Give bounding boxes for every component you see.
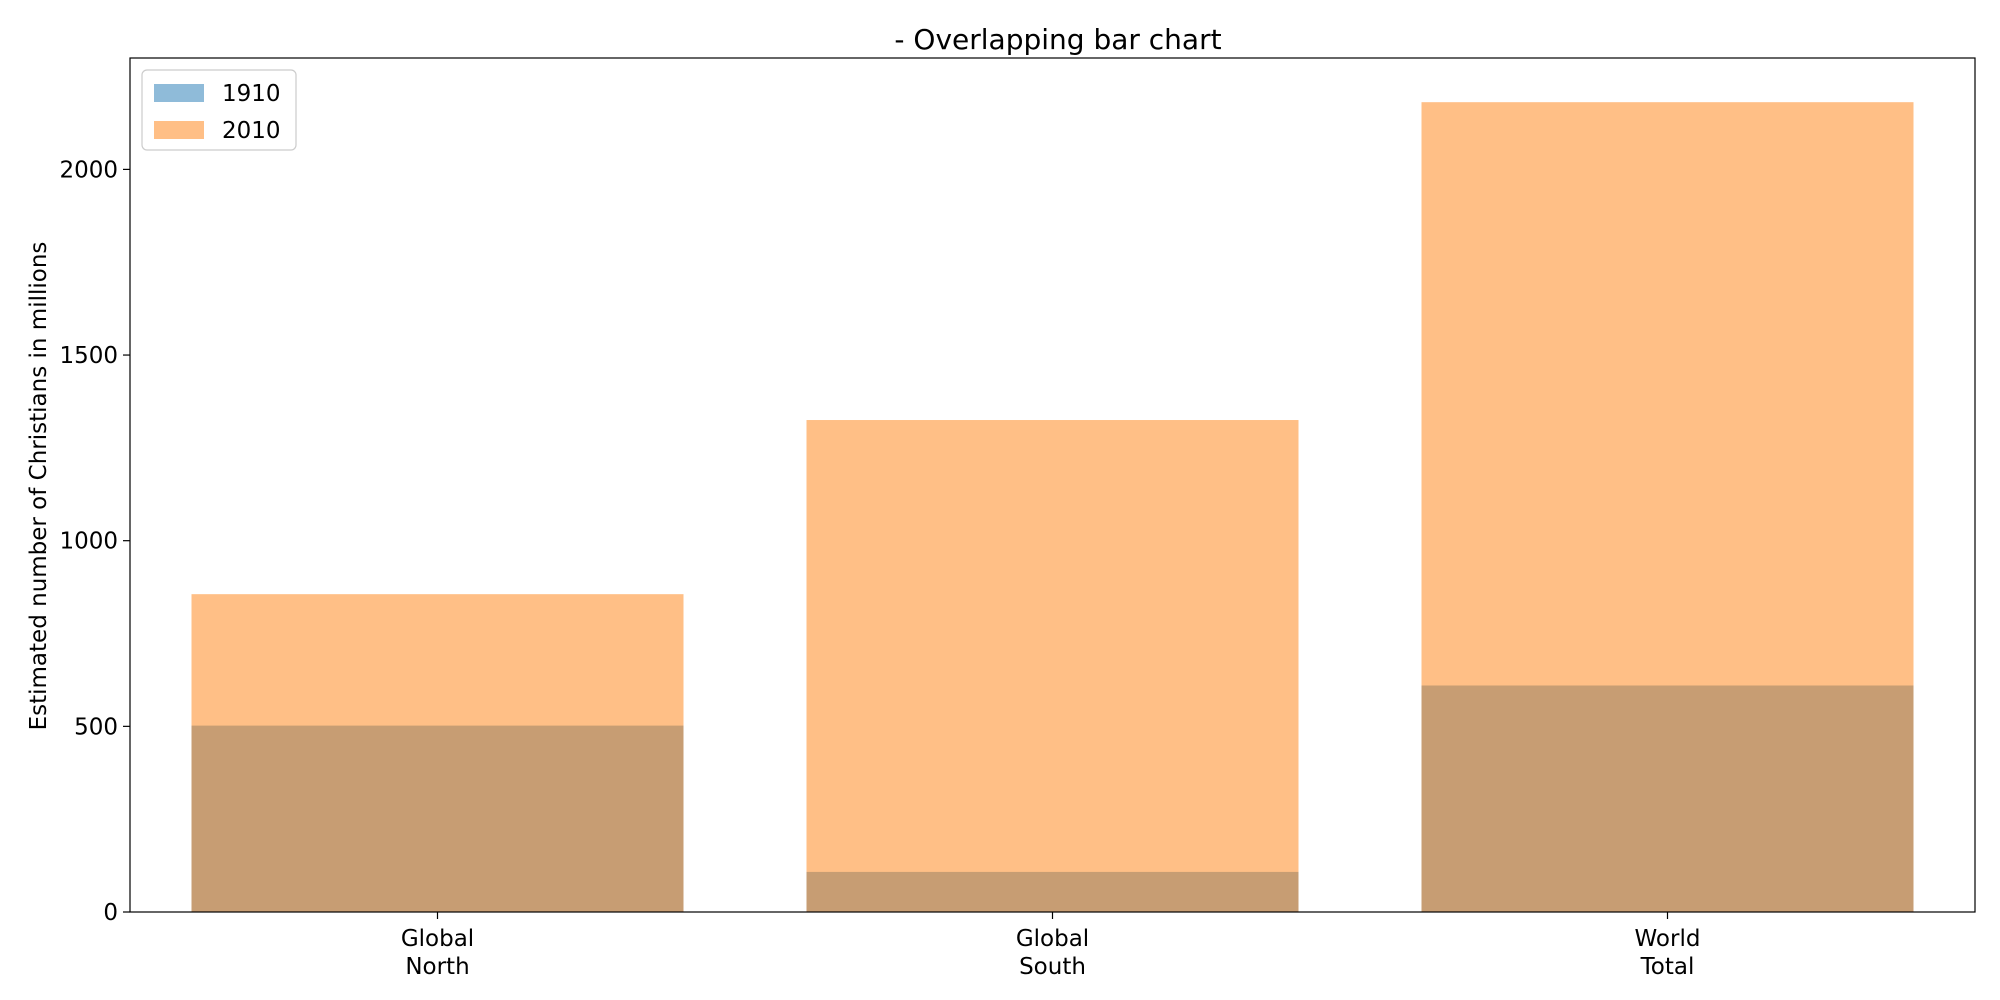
x-tick-label: Global — [1016, 926, 1089, 952]
y-tick-label: 500 — [74, 714, 118, 740]
bar-2010-0 — [191, 594, 684, 912]
x-tick-label: Global — [401, 926, 474, 952]
y-tick-label: 2000 — [59, 157, 118, 183]
y-tick-label: 1000 — [59, 529, 118, 555]
x-tick-label: South — [1019, 954, 1086, 980]
y-tick-label: 1500 — [59, 343, 118, 369]
legend-swatch-1910 — [154, 84, 204, 102]
x-tick-label: North — [405, 954, 469, 980]
legend-swatch-2010 — [154, 121, 204, 139]
bar-2010-2 — [1421, 102, 1914, 912]
bar-2010-1 — [806, 420, 1299, 912]
x-tick-label: Total — [1640, 954, 1695, 980]
y-axis-label: Estimated number of Christians in millio… — [26, 242, 52, 731]
legend-label-2010: 2010 — [222, 118, 281, 144]
y-tick-label: 0 — [103, 900, 118, 926]
chart-title: - Overlapping bar chart — [894, 23, 1221, 56]
legend-label-1910: 1910 — [222, 81, 281, 107]
x-tick-label: World — [1635, 926, 1701, 952]
plot-area: 0500100015002000GlobalNorthGlobalSouthWo… — [59, 57, 1976, 980]
